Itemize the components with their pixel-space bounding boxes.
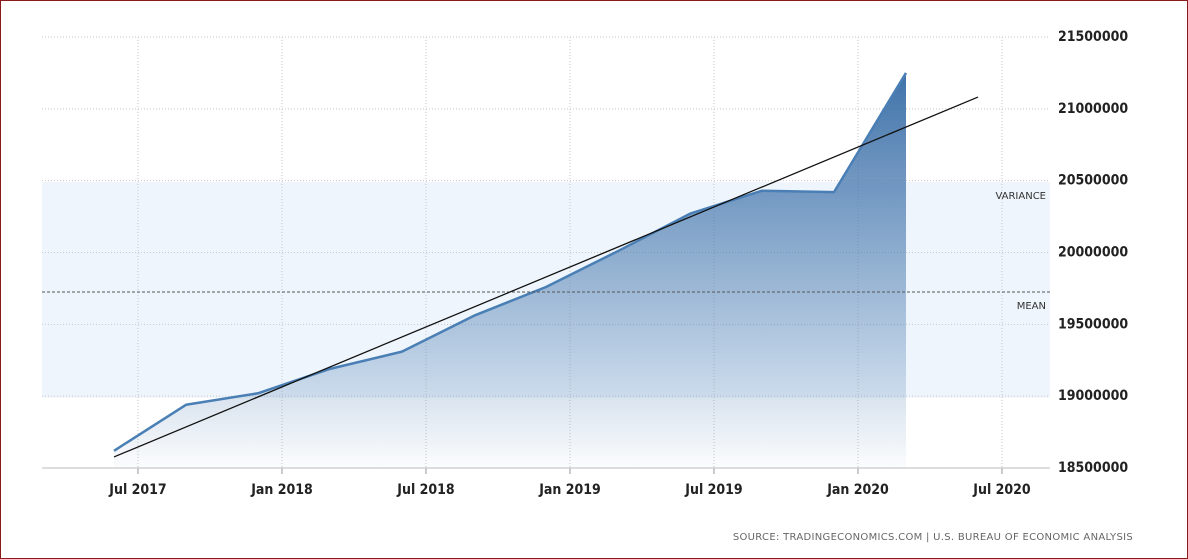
x-tick-label: Jul 2020 — [972, 482, 1031, 498]
trend-line — [113, 96, 979, 458]
y-tick-label: 21500000 — [1058, 29, 1128, 45]
y-tick-label: 21000000 — [1058, 101, 1128, 117]
x-tick-label: Jan 2019 — [538, 482, 601, 498]
mean-label: MEAN — [1017, 301, 1046, 312]
y-tick-label: 20000000 — [1058, 245, 1128, 261]
y-tick-label: 18500000 — [1058, 460, 1128, 476]
area — [114, 72, 906, 469]
source: SOURCE: TRADINGECONOMICS.COM | U.S. BURE… — [733, 532, 1133, 543]
x-tick-label: Jul 2018 — [396, 482, 454, 498]
x-tick-label: Jan 2020 — [826, 482, 889, 498]
x-tick-label: Jul 2019 — [684, 482, 742, 498]
variance-label: VARIANCE — [995, 191, 1046, 202]
x-tick-label: Jul 2017 — [108, 482, 166, 498]
y-tick-label: 20500000 — [1058, 173, 1128, 189]
y-tick-label: 19500000 — [1058, 316, 1128, 332]
y-tick-label: 19000000 — [1058, 388, 1128, 404]
x-tick-label: Jan 2018 — [250, 482, 313, 498]
line — [113, 72, 908, 452]
